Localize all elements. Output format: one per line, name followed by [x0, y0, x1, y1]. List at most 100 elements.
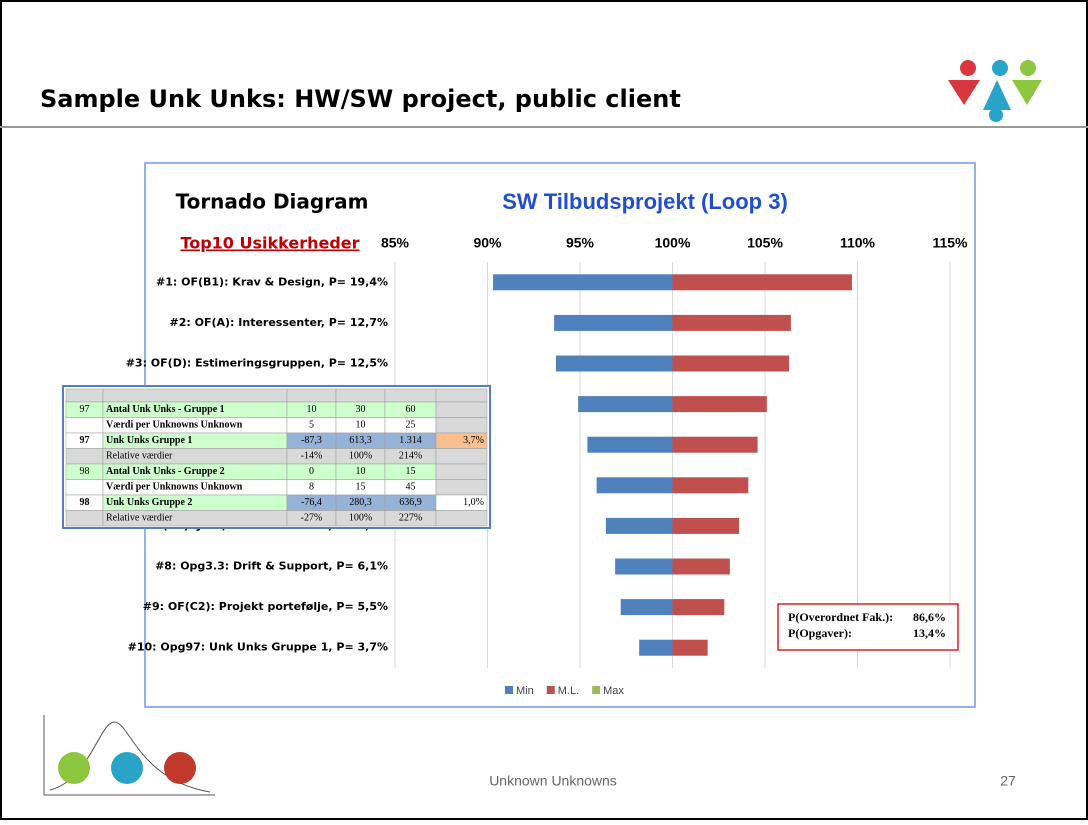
table-header-cell: [435, 388, 488, 403]
table-cell-text: Unk Unks Gruppe 2: [106, 497, 192, 508]
table-header-cell: [384, 388, 437, 403]
category-label: #3: OF(D): Estimeringsgruppen, P= 12,5%: [126, 357, 388, 370]
table-cell-text: Antal Unk Unks - Gruppe 2: [106, 466, 225, 477]
bar: [555, 355, 673, 372]
table-cell-text: 100%: [349, 513, 372, 524]
table-row-id: 97: [80, 435, 90, 446]
bar: [672, 396, 767, 413]
table-cell-text: Værdi per Unknowns Unknown: [106, 482, 243, 493]
annotation-label: P(Overordnet Fak.):: [788, 610, 893, 624]
table-cell-text: 5: [309, 420, 314, 431]
category-label: #2: OF(A): Interessenter, P= 12,7%: [170, 316, 388, 329]
table-header-cell: [65, 388, 104, 403]
category-label: #9: OF(C2): Projekt portefølje, P= 5,5%: [143, 600, 388, 613]
x-tick-label: 100%: [655, 235, 691, 251]
table-cell: [435, 463, 488, 480]
legend-label: Min: [516, 685, 534, 697]
table-cell-text: 45: [406, 482, 416, 493]
legend-label: Max: [603, 685, 624, 697]
x-tick-label: 90%: [473, 235, 502, 251]
category-label: #8: Opg3.3: Drift & Support, P= 6,1%: [155, 560, 388, 573]
table-cell-text: Antal Unk Unks - Gruppe 1: [106, 404, 225, 415]
chart-subtitle: Top10 Usikkerheder: [180, 234, 359, 253]
bar: [620, 599, 673, 616]
bar: [672, 599, 725, 616]
annotation-value: 86,6%: [913, 610, 946, 624]
chart-heading: Tornado Diagram: [176, 190, 369, 214]
table-cell-text: 60: [406, 404, 416, 415]
x-tick-label: 110%: [840, 235, 876, 251]
table-cell-text: 100%: [349, 451, 372, 462]
table-cell-text: 636,9: [399, 497, 422, 508]
annotation-value: 13,4%: [913, 626, 946, 640]
legend-swatch: [505, 686, 513, 694]
table-cell-text: -14%: [301, 451, 323, 462]
footer: Unknown Unknowns: [489, 773, 617, 789]
table-cell: [65, 479, 104, 496]
bar: [587, 436, 673, 453]
table-cell-text: 3,7%: [463, 435, 484, 446]
table-cell-text: 214%: [399, 451, 422, 462]
table-cell-text: Unk Unks Gruppe 1: [106, 435, 192, 446]
bar: [596, 477, 673, 494]
bar: [672, 314, 791, 331]
illustration: [43, 715, 215, 796]
bar: [672, 558, 730, 575]
table-cell-text: 227%: [399, 513, 422, 524]
table-header-cell: [102, 388, 288, 403]
table-header-cell: [286, 388, 337, 403]
table-cell-text: Relative værdier: [106, 451, 173, 462]
table-cell-text: 613,3: [349, 435, 372, 446]
plot: 85% 90% 95% 100% 105% 110% 115% #1: OF(B1): Kra…: [121, 235, 968, 697]
bar: [615, 558, 673, 575]
table-cell-text: 25: [406, 420, 416, 431]
x-tick-label: 115%: [932, 235, 968, 251]
table-cell-text: 1.314: [399, 435, 422, 446]
table-cell-text: 10: [356, 420, 366, 431]
bar: [605, 517, 673, 534]
table-cell-text: -27%: [301, 513, 323, 524]
legend-label: M.L.: [558, 685, 579, 697]
x-tick-label: 85%: [381, 235, 410, 251]
legend-swatch: [592, 686, 601, 694]
table-cell-text: 280,3: [349, 497, 372, 508]
table-cell: [65, 417, 104, 434]
table-cell-text: 1,0%: [463, 497, 484, 508]
table-cell-text: -76,4: [301, 497, 322, 508]
table-cell-text: 8: [309, 482, 314, 493]
table-cell: [435, 448, 488, 465]
table-cell-text: 10: [307, 404, 317, 415]
table-cell-text: 15: [406, 466, 416, 477]
bar: [639, 639, 673, 656]
data-table: 97 Antal Unk Unks - Gruppe 1 10 30 60 Værdi p…: [62, 385, 491, 529]
bar: [672, 436, 758, 453]
table-cell: [435, 401, 488, 418]
bar: [672, 274, 852, 291]
bar: [672, 477, 749, 494]
table-cell-text: 30: [356, 404, 366, 415]
table-row-id: 97: [80, 404, 90, 415]
bar: [493, 274, 673, 291]
table-cell-text: 0: [309, 466, 314, 477]
table-cell: [435, 479, 488, 496]
table-cell: [65, 510, 104, 527]
x-tick-label: 95%: [566, 235, 595, 251]
table-cell: [65, 448, 104, 465]
bar: [578, 396, 673, 413]
table-header-cell: [335, 388, 386, 403]
table-cell: [435, 510, 488, 527]
table-cell-text: Værdi per Unknowns Unknown: [106, 420, 243, 431]
chart-title: SW Tilbudsprojekt (Loop 3): [502, 189, 788, 214]
bar: [672, 517, 740, 534]
x-tick-label: 105%: [747, 235, 783, 251]
logo: [948, 60, 1042, 122]
table-cell-text: Relative værdier: [106, 513, 173, 524]
bar: [672, 639, 708, 656]
category-label: #1: OF(B1): Krav & Design, P= 19,4%: [156, 275, 388, 288]
table-cell-text: -87,3: [301, 435, 322, 446]
category-label: #10: Opg97: Unk Unks Gruppe 1, P= 3,7%: [128, 641, 388, 654]
page-number: 27: [1000, 773, 1016, 789]
legend-swatch: [546, 686, 555, 694]
bar: [554, 314, 673, 331]
